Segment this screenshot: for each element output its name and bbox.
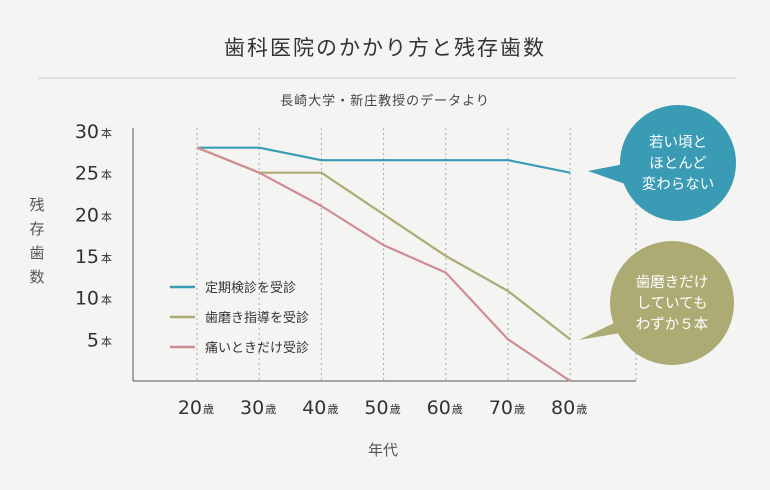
y-ticks: 5 本10 本15 本20 本25 本30 本 [75,121,112,351]
chart-title: 歯科医院のかかり方と残存歯数 [224,36,546,60]
y-tick-unit: 本 [101,126,112,140]
x-tick-unit: 歳 [203,403,214,416]
x-tick-label: 20 [178,397,202,419]
y-axis-label-char: 数 [29,268,44,286]
series-line [196,146,571,382]
x-tick-label: 80 [551,397,575,419]
annotation-text: 若い頃と [649,134,707,151]
legend-label: 痛いときだけ受診 [205,340,309,356]
legend-label: 定期検診を受診 [205,280,296,296]
annotation-bubble [620,105,736,221]
x-tick-label: 60 [427,397,451,419]
y-axis-label-char: 残 [29,196,44,214]
annotation-bubble [610,241,734,365]
annotation-text: していても [637,295,708,312]
x-tick-unit: 歳 [390,403,401,416]
y-tick-unit: 本 [101,334,112,348]
annotation-text: わずか５本 [636,316,709,333]
y-tick-unit: 本 [101,251,112,265]
x-tick-label: 70 [489,397,513,419]
y-tick-unit: 本 [101,168,112,182]
x-tick-unit: 歳 [514,403,525,416]
y-axis-label-char: 歯 [29,244,44,262]
annotation-text: 歯磨きだけ [636,274,709,291]
y-tick-label: 5 [87,329,99,351]
annotation-text: ほとんど [649,155,707,172]
y-tick-unit: 本 [101,293,112,307]
x-tick-unit: 歳 [576,403,587,416]
x-tick-label: 30 [240,397,264,419]
annotation-pointer [588,164,628,185]
y-tick-label: 30 [75,121,99,143]
x-axis-label: 年代 [368,441,398,459]
y-tick-label: 25 [75,163,99,185]
series-lines [196,146,571,382]
x-tick-unit: 歳 [452,403,463,416]
series-line [197,146,571,174]
annotation-text: 変わらない [642,176,715,193]
x-tick-label: 40 [302,397,326,419]
x-tick-label: 50 [364,397,388,419]
chart-subtitle: 長崎大学・新庄教授のデータより [280,93,490,109]
y-tick-label: 20 [75,204,99,226]
y-axis-label: 残存歯数 [29,196,44,286]
y-axis-label-char: 存 [29,220,44,238]
x-ticks: 20 歳 30 歳 40 歳 50 歳 60 歳 70 歳 80 歳 [178,397,587,419]
y-tick-label: 10 [75,288,99,310]
legend-label: 歯磨き指導を受診 [205,310,309,326]
x-tick-unit: 歳 [265,403,276,416]
x-tick-unit: 歳 [327,403,338,416]
y-tick-label: 15 [75,246,99,268]
y-tick-unit: 本 [101,209,112,223]
